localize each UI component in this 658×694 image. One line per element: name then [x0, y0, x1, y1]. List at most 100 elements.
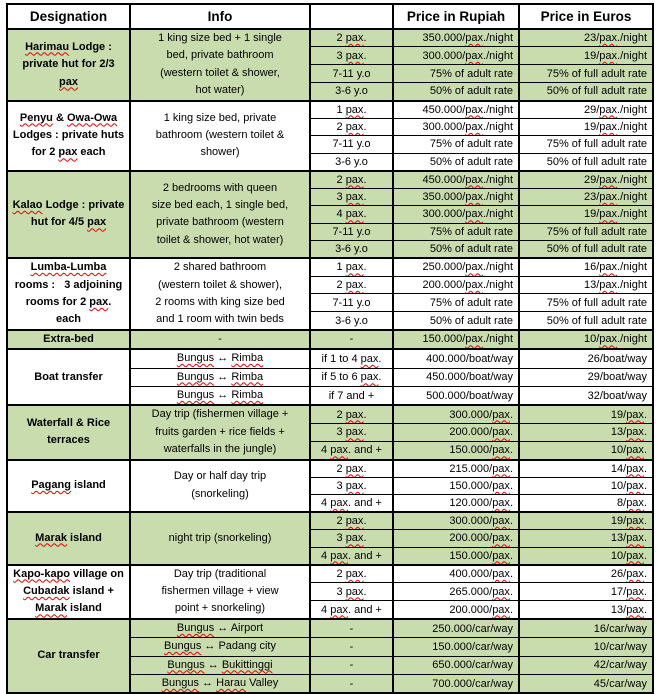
price-rupiah-cell: 75% of adult rate	[392, 222, 520, 242]
price-rupiah-cell: 450.000/boat/way	[392, 367, 520, 387]
spellcheck-squiggle: pax	[599, 190, 618, 203]
price-euros-cell: 17/pax.	[518, 582, 654, 602]
table-row: Harimau Lodge : private hut for 2/3 pax 1…	[6, 28, 654, 102]
price-euros-cell: 29/pax./night	[518, 99, 654, 119]
spellcheck-squiggle: Bungus	[164, 640, 202, 653]
header-info: Info	[129, 3, 311, 30]
spellcheck-squiggle: pax	[492, 444, 510, 457]
table-row: 7-11 y.o 75% of adult rate 75% of full adu…	[7, 64, 654, 84]
qty-cell: 7-11 y.o	[309, 64, 394, 84]
price-rupiah-cell: 75% of adult rate	[392, 135, 520, 154]
spellcheck-squiggle: pax	[626, 408, 644, 421]
price-rupiah-cell: 300.000/pax./night	[392, 205, 520, 224]
price-rupiah-cell: 400.000/pax.	[392, 563, 520, 584]
spellcheck-squiggle: Harimau	[25, 40, 70, 53]
spellcheck-squiggle: pax	[465, 103, 484, 116]
spellcheck-squiggle: pax	[626, 426, 644, 439]
qty-cell: 3 pax.	[309, 529, 394, 548]
qty-cell: 3 pax.	[309, 422, 394, 443]
spellcheck-squiggle: Kapo-kapo	[13, 567, 71, 580]
info-cell: Bungus ↔ Rimba	[129, 367, 311, 387]
spellcheck-squiggle: pax	[89, 295, 109, 308]
price-euros-cell: 50% of full adult rate	[518, 152, 654, 172]
price-euros-cell: 75% of full adult rate	[518, 135, 654, 154]
price-euros-cell: 13/pax.	[518, 529, 654, 548]
qty-cell: 1 pax.	[309, 257, 394, 277]
table-row: 3 pax. 300.000/pax./night 19/pax./night	[7, 46, 654, 66]
spellcheck-squiggle: pax	[492, 532, 510, 545]
spellcheck-squiggle: pax	[58, 146, 78, 159]
spellcheck-squiggle: Rimba	[231, 388, 264, 401]
qty-cell: 2 pax.	[309, 511, 394, 531]
spellcheck-squiggle: Bungus	[167, 658, 205, 671]
spellcheck-squiggle: pax	[465, 173, 484, 186]
spellcheck-squiggle: pax	[345, 103, 364, 116]
table-row: 3 pax. 265.000/pax. 17/pax.	[7, 582, 654, 602]
qty-cell: 4 pax. and +	[309, 546, 394, 566]
spellcheck-squiggle: pax	[599, 208, 618, 221]
spellcheck-squiggle: pax	[345, 32, 364, 45]
spellcheck-squiggle: pax	[465, 261, 484, 274]
spellcheck-squiggle: pax	[492, 462, 510, 475]
spellcheck-squiggle: pax	[345, 208, 364, 221]
spellcheck-squiggle: pax	[87, 216, 107, 229]
info-cell: Bungus ↔ Padang city	[129, 637, 311, 657]
spellcheck-squiggle: pax	[345, 462, 364, 475]
qty-cell: -	[309, 674, 394, 694]
price-rupiah-cell: 150.000/car/way	[392, 637, 520, 657]
price-rupiah-cell: 50% of adult rate	[392, 311, 520, 331]
table-row: Kalao Lodge : private hut for 4/5 pax 2 b…	[6, 169, 654, 259]
price-rupiah-cell: 500.000/boat/way	[392, 385, 520, 406]
qty-cell: 7-11 y.o	[309, 222, 394, 242]
info-cell: 2 shared bathroom (western toilet & show…	[129, 257, 311, 331]
spellcheck-squiggle: pax	[465, 32, 484, 45]
price-rupiah-cell: 265.000/pax.	[392, 582, 520, 602]
table-row: Kapo-kapo village on Cubadak island + Ma…	[6, 563, 654, 620]
designation-cell: Lumba-Lumba rooms : 3 adjoining rooms fo…	[6, 257, 131, 331]
header-designation: Designation	[6, 3, 131, 30]
spellcheck-squiggle: pax	[345, 261, 364, 274]
spellcheck-squiggle: Rimba	[231, 370, 264, 383]
spellcheck-squiggle: pax	[465, 190, 484, 203]
spellcheck-squiggle: pax	[599, 261, 618, 274]
price-euros-cell: 16/pax./night	[518, 257, 654, 277]
table-row: Bungus ↔ Rimba if 7 and +500.000/boat/way…	[7, 385, 654, 406]
price-euros-cell: 50% of full adult rate	[518, 240, 654, 259]
designation-cell: Extra-bed	[6, 328, 131, 350]
spellcheck-squiggle: Cubadak	[23, 585, 70, 597]
table-row: Waterfall & Rice terraces Day trip (fishe…	[6, 404, 654, 461]
spellcheck-squiggle: pax	[492, 426, 510, 439]
spellcheck-squiggle: pax	[330, 444, 348, 457]
spellcheck-squiggle: pax	[626, 515, 644, 528]
qty-cell: 4 pax. and +	[309, 600, 394, 620]
header-price-euros: Price in Euros	[518, 3, 654, 30]
table-row: 7-11 y.o 75% of adult rate 75% of full adu…	[7, 293, 654, 313]
price-table: Designation Info Price in Rupiah Price i…	[6, 3, 654, 694]
table-body: Harimau Lodge : private hut for 2/3 pax 1…	[6, 28, 654, 694]
price-rupiah-cell: 450.000/pax./night	[392, 99, 520, 119]
info-cell: Bungus ↔ Harau Valley	[129, 674, 311, 694]
header-qty	[309, 3, 394, 30]
qty-cell: 3 pax.	[309, 476, 394, 496]
table-row: Bungus ↔ Rimba if 5 to 6 pax. 450.000/boat…	[7, 367, 654, 387]
spellcheck-squiggle: Marak	[35, 531, 67, 544]
designation-cell: Boat transfer	[6, 348, 131, 406]
spellcheck-squiggle: pax	[360, 371, 379, 384]
info-cell: Bungus ↔ Airport	[129, 617, 311, 639]
price-euros-cell: 26/boat/way	[518, 348, 654, 369]
price-rupiah-cell: 300.000/pax./night	[392, 46, 520, 66]
spellcheck-squiggle: pax	[492, 603, 510, 616]
price-euros-cell: 19/pax./night	[518, 117, 654, 137]
price-rupiah-cell: 250.000/car/way	[392, 617, 520, 639]
info-cell: Bungus ↔ Rimba	[129, 385, 311, 406]
table-row: Pagang island Day or half day trip (snork…	[6, 458, 654, 513]
table-row: 3-6 y.o 50% of adult rate 50% of full adul…	[7, 240, 654, 259]
qty-cell: 3-6 y.o	[309, 311, 394, 331]
table-row: 7-11 y.o 75% of adult rate 75% of full adu…	[7, 222, 654, 242]
info-cell: 2 bedrooms with queen size bed each, 1 s…	[129, 169, 311, 259]
spellcheck-squiggle: pax	[345, 190, 364, 203]
qty-cell: 4 pax.	[309, 205, 394, 224]
spellcheck-squiggle: pax	[599, 103, 618, 116]
spellcheck-squiggle: pax	[599, 278, 618, 291]
price-euros-cell: 16/car/way	[518, 617, 654, 639]
